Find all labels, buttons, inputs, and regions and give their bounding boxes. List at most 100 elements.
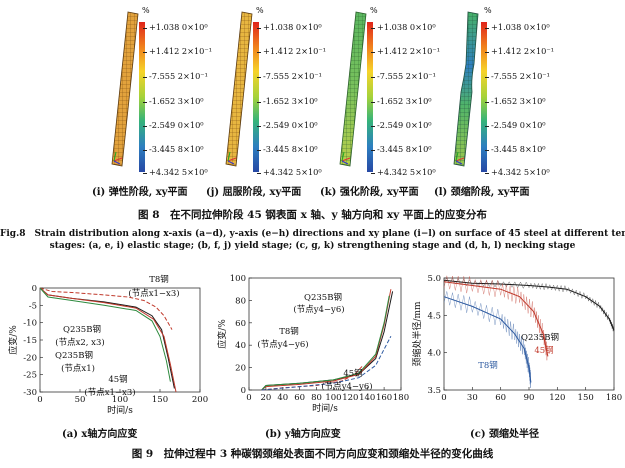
panel-label-k: (k) 强化阶段, xy平面	[320, 187, 419, 198]
x-axis-label: 时间/s	[107, 404, 133, 416]
x-tick-label: 20	[260, 393, 271, 403]
series-line	[261, 335, 392, 391]
x-tick-label: 120	[549, 393, 565, 403]
chart-annotation: Q235B钢	[63, 324, 101, 335]
y-tick-label: -5	[29, 301, 37, 311]
y-tick-label: 100	[230, 274, 246, 284]
specimen-mesh	[225, 11, 253, 167]
x-tick-label: 90	[524, 393, 535, 403]
panel-label-i: (i) 弹性阶段, xy平面	[92, 187, 188, 198]
panel-label-l: (l) 颈缩阶段, xy平面	[434, 187, 530, 198]
legend-colorbar	[481, 22, 487, 172]
y-tick-label: 60	[235, 319, 246, 329]
legend-unit: %	[142, 6, 150, 15]
y-axis-label: 应变/%	[216, 319, 228, 349]
fig8-panel-k: % +1.038 0×10⁰ +1.412 2×10⁻¹ -7.555 2×10…	[330, 4, 480, 184]
legend-colorbar	[139, 22, 145, 172]
subcaption-a: (a) x轴方向应变	[62, 429, 138, 440]
legend-tick: -1.652 3×10⁰	[485, 96, 546, 106]
y-tick-label: -25	[23, 371, 37, 381]
legend-tick: -2.549 0×10⁰	[257, 120, 318, 130]
chart-annotation: (节点y4−y6)	[293, 304, 344, 315]
legend-tick: -2.549 0×10⁰	[485, 120, 546, 130]
y-tick-label: -15	[23, 336, 37, 346]
panel-label-j: (j) 屈服阶段, xy平面	[206, 187, 302, 198]
chart-annotation: T8钢	[478, 360, 498, 371]
figure8-caption-cn: 图 8 在不同拉伸阶段 45 钢表面 x 轴、y 轴方向和 xy 平面上的应变分…	[138, 209, 487, 221]
legend-colorbar	[367, 22, 373, 172]
x-tick-label: 60	[294, 393, 305, 403]
chart-annotation: (节点x1−x3)	[84, 387, 135, 398]
legend-tick: -7.555 2×10⁻¹	[143, 71, 208, 81]
chart-annotation: 45钢	[343, 368, 362, 379]
series-noise	[443, 275, 548, 361]
fig8-panel-j: % +1.038 0×10⁰ +1.412 2×10⁻¹ -7.555 2×10…	[216, 4, 366, 184]
legend-tick: -3.445 8×10⁰	[257, 144, 318, 154]
y-tick-label: 0	[241, 386, 246, 396]
series-line	[39, 287, 171, 382]
fig8-panel-l: % +1.038 0×10⁰ +1.412 2×10⁻¹ -7.555 2×10…	[444, 4, 594, 184]
legend-tick: -3.445 8×10⁰	[485, 144, 546, 154]
y-tick-label: -10	[23, 319, 37, 329]
axis-triad-icon	[341, 151, 351, 165]
x-tick-label: 150	[152, 395, 168, 405]
specimen-mesh	[339, 11, 367, 167]
legend-tick: -2.549 0×10⁰	[371, 120, 432, 130]
series-line	[261, 289, 392, 391]
x-tick-label: 0	[441, 393, 446, 403]
chart-annotation: (节点y4−y6)	[321, 381, 372, 392]
chart-annotation: 45钢	[534, 345, 553, 356]
legend-tick: +4.342 5×10⁰	[257, 167, 322, 177]
chart-annotation: T8钢	[149, 274, 169, 285]
x-tick-label: 160	[376, 393, 392, 403]
legend-tick: +4.342 5×10⁰	[371, 167, 436, 177]
legend-tick: +1.038 0×10⁰	[371, 22, 436, 32]
chart-annotation: Q235B钢	[304, 292, 342, 303]
figure8-caption-en-line1: Fig.8 Strain distribution along x-axis (…	[0, 229, 625, 239]
x-tick-label: 180	[606, 393, 622, 403]
figure8-caption-en-line2: stages: (a, e, i) elastic stage; (b, f, …	[49, 241, 576, 251]
x-tick-label: 0	[246, 393, 251, 403]
chart-neck-radius: 0 30 60 90 120 150 180 3.5 4.0 4.5 5.0 颈缩处半径/mm Q235…	[412, 274, 622, 403]
legend-tick: -1.652 3×10⁰	[143, 96, 204, 106]
series-line	[39, 287, 173, 330]
series-line	[261, 295, 390, 391]
legend-tick: -7.555 2×10⁻¹	[371, 71, 436, 81]
chart-annotation: 45钢	[108, 374, 127, 385]
axis-triad-icon	[455, 151, 465, 165]
legend-tick: +1.412 2×10⁻¹	[143, 46, 212, 56]
legend-tick: +1.412 2×10⁻¹	[371, 46, 440, 56]
axis-triad-icon	[113, 151, 123, 165]
figure9-caption: 图 9 拉伸过程中 3 种碳钢颈缩处表面不同方向应变和颈缩处半径的变化曲线	[131, 448, 494, 460]
chart-annotation: T8钢	[279, 326, 299, 337]
x-tick-label: 100	[112, 395, 128, 405]
y-tick-label: 4.0	[427, 349, 441, 359]
legend-tick: +1.412 2×10⁻¹	[257, 46, 326, 56]
fig8-panel-i: % +1.038 0×10⁰ +1.412 2×10⁻¹ -7.555 2×10…	[102, 4, 252, 184]
chart-x-strain: 0 50 100 150 200 0 -5 -10 -15 -20 -25 -30 时间/s 应变/% T8…	[7, 274, 208, 416]
x-tick-label: 180	[393, 393, 409, 403]
x-tick-label: 120	[342, 393, 358, 403]
x-tick-label: 0	[37, 395, 42, 405]
y-axis-label: 颈缩处半径/mm	[412, 301, 423, 367]
y-tick-label: 20	[235, 364, 246, 374]
chart-annotation: (节点y4−y6)	[257, 339, 308, 350]
y-tick-label: 0	[32, 284, 37, 294]
axis-triad-icon	[227, 151, 237, 165]
legend-colorbar	[253, 22, 259, 172]
x-tick-label: 50	[75, 395, 86, 405]
series-line	[39, 287, 177, 393]
series-noise	[443, 291, 531, 388]
y-tick-label: 4.5	[427, 311, 441, 321]
chart-annotation: (节点x1)	[61, 363, 95, 374]
y-tick-label: -30	[23, 388, 37, 398]
y-tick-label: -20	[23, 353, 37, 363]
legend-tick: -2.549 0×10⁰	[143, 120, 204, 130]
x-tick-label: 150	[578, 393, 594, 403]
subcaption-b: (b) y轴方向应变	[265, 429, 341, 440]
chart-annotation: Q235B钢	[55, 350, 93, 361]
chart-y-strain: 0 20 40 60 80 100 120 140 160 180020406080100时间/s…	[216, 274, 409, 414]
legend-tick: +4.342 5×10⁰	[143, 167, 208, 177]
legend-unit: %	[256, 6, 264, 15]
legend-unit: %	[484, 6, 492, 15]
